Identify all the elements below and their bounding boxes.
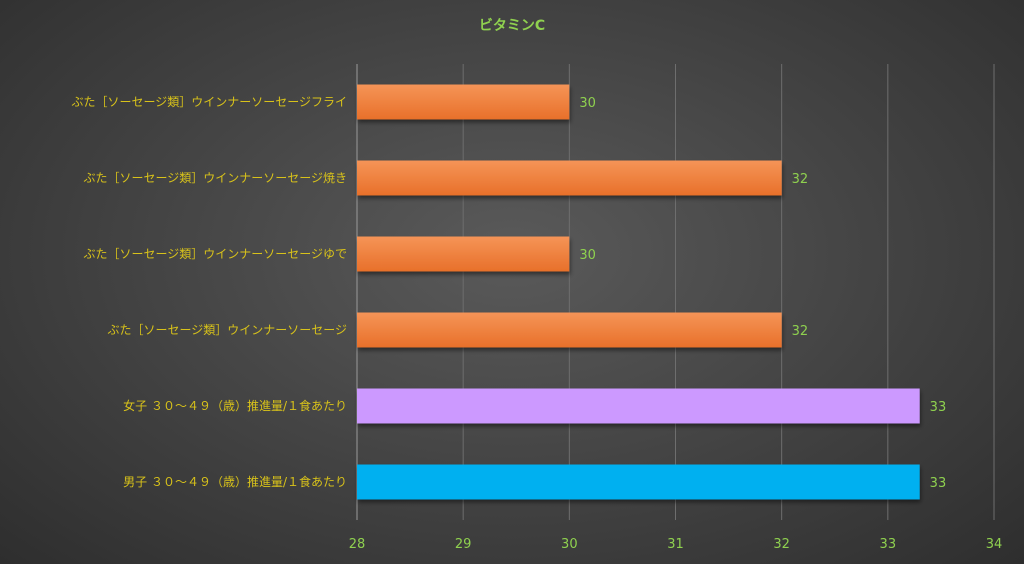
bar: [357, 388, 920, 424]
gridlines: [356, 64, 995, 520]
x-tick-label: 30: [561, 537, 578, 552]
category-labels: ぶた［ソーセージ類］ウインナーソーセージフライぶた［ソーセージ類］ウインナーソー…: [71, 95, 347, 489]
category-label: 男子 ３０～４９（歳）推進量/１食あたり: [123, 474, 347, 489]
data-label: 33: [930, 400, 947, 415]
x-tick-label: 29: [455, 537, 472, 552]
category-label: ぶた［ソーセージ類］ウインナーソーセージ焼き: [83, 171, 347, 185]
data-label: 30: [579, 96, 596, 111]
x-tick-label: 31: [667, 537, 684, 552]
x-axis-ticks: 28 29 30 31 32 33 34: [349, 537, 1003, 552]
category-label: 女子 ３０～４９（歳）推進量/１食あたり: [123, 398, 347, 413]
x-tick-label: 32: [773, 537, 790, 552]
data-label: 32: [792, 172, 809, 187]
bar: [357, 312, 782, 348]
category-label: ぶた［ソーセージ類］ウインナーソーセージゆで: [83, 247, 347, 261]
bars: 30 32 30 32 33 33: [357, 84, 947, 500]
bar: [357, 84, 570, 120]
bar: [357, 236, 570, 272]
x-tick-label: 33: [880, 537, 897, 552]
category-label: ぶた［ソーセージ類］ウインナーソーセージ: [107, 323, 347, 337]
category-label: ぶた［ソーセージ類］ウインナーソーセージフライ: [71, 95, 347, 109]
chart-title: ビタミンC: [479, 18, 545, 34]
data-label: 33: [930, 476, 947, 491]
data-label: 30: [579, 248, 596, 263]
x-tick-label: 28: [349, 537, 366, 552]
data-label: 32: [792, 324, 809, 339]
bar: [357, 160, 782, 196]
bar: [357, 464, 920, 500]
x-tick-label: 34: [986, 537, 1003, 552]
